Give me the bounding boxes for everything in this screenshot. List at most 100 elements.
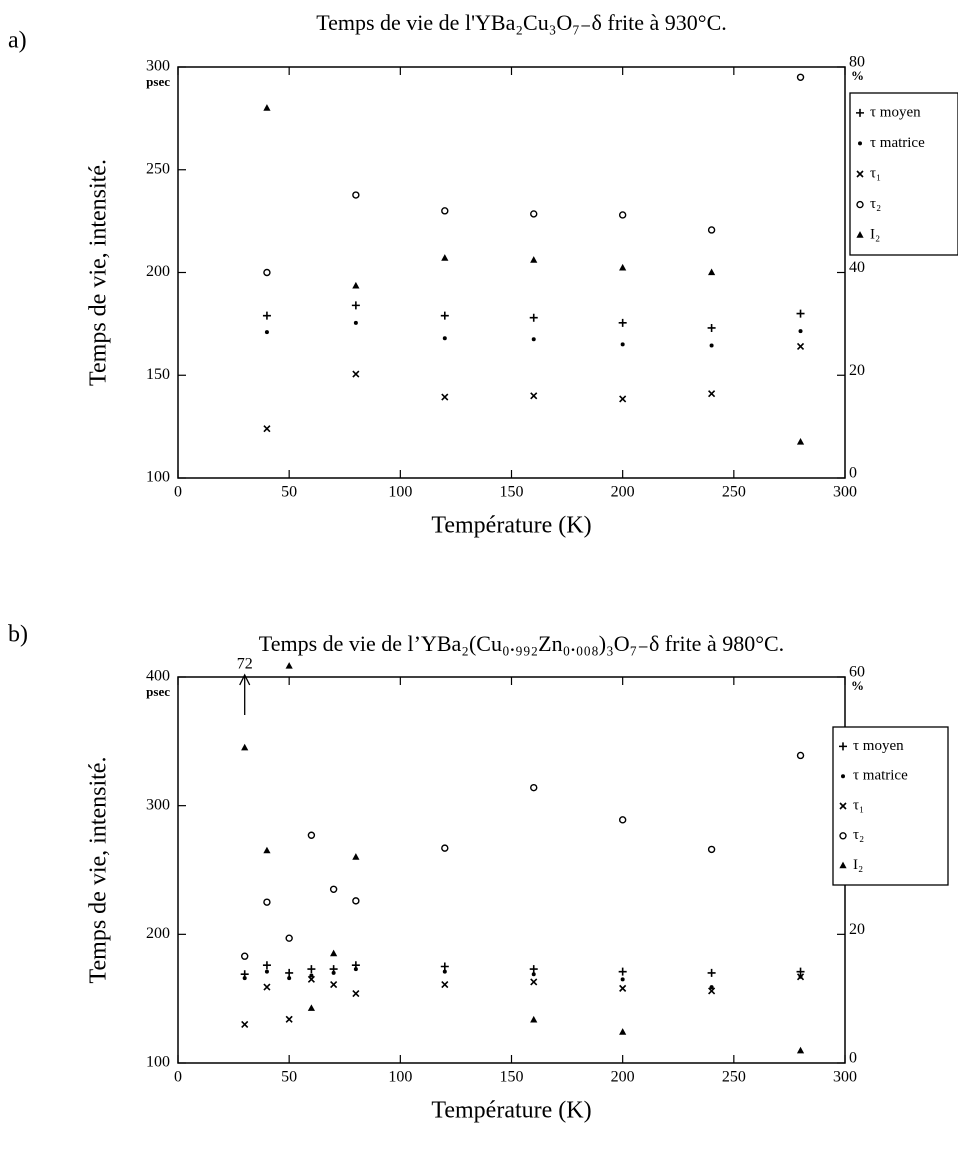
marker-plus <box>707 968 716 977</box>
legend-box <box>849 92 958 256</box>
x-tick-label: 250 <box>722 1069 746 1086</box>
marker-x <box>619 395 627 403</box>
x-tick-label: 250 <box>722 484 746 501</box>
x-tick-label: 50 <box>281 1069 297 1086</box>
marker-x <box>285 1015 293 1023</box>
marker-triangle <box>241 743 249 751</box>
marker-circle <box>618 816 627 824</box>
x-tick-label: 0 <box>174 1069 182 1086</box>
marker-circle <box>618 211 627 219</box>
y2-tick-label: 0 <box>849 1050 857 1067</box>
y-tick-label: 300 <box>146 58 170 75</box>
x-tick-label: 300 <box>833 1069 857 1086</box>
marker-circle <box>707 226 716 234</box>
marker-triangle <box>263 846 271 854</box>
x-tick-label: 150 <box>500 484 524 501</box>
marker-triangle <box>839 861 847 869</box>
marker-triangle <box>263 104 271 111</box>
annotation: 72 <box>237 656 253 673</box>
y-tick-label: 100 <box>146 469 170 486</box>
marker-x <box>619 984 627 992</box>
y2-unit: % <box>851 68 864 83</box>
marker-dot <box>264 969 269 974</box>
y-axis-label: Temps de vie, intensité. <box>86 757 112 984</box>
legend-label: τ₁ <box>870 165 881 181</box>
legend-box <box>832 726 949 886</box>
marker-dot <box>242 976 247 981</box>
marker-triangle <box>330 949 338 957</box>
marker-circle <box>352 191 360 199</box>
y-unit: psec <box>146 74 170 89</box>
marker-x <box>441 980 449 989</box>
marker-dot <box>309 973 314 978</box>
legend-label: I₂ <box>870 227 880 243</box>
marker-plus <box>796 967 805 976</box>
x-axis-label: Température (K) <box>431 513 591 539</box>
marker-triangle <box>708 268 716 276</box>
legend-label: τ matrice <box>870 135 925 151</box>
marker-circle <box>240 952 249 960</box>
marker-dot <box>442 969 447 974</box>
marker-dot <box>531 972 536 977</box>
marker-triangle <box>796 1046 805 1054</box>
marker-triangle <box>530 1015 538 1023</box>
marker-circle <box>707 845 716 854</box>
marker-dot <box>264 330 269 335</box>
y-axis-label: Temps de vie, intensité. <box>86 159 112 386</box>
x-tick-label: 150 <box>500 1069 524 1086</box>
x-tick-label: 50 <box>281 484 297 501</box>
y2-tick-label: 0 <box>849 465 857 482</box>
y-tick-label: 200 <box>146 263 170 280</box>
panel-label: a) <box>8 28 27 54</box>
marker-circle <box>856 200 864 209</box>
marker-x <box>263 425 271 433</box>
marker-dot <box>709 985 714 990</box>
marker-circle <box>307 831 316 839</box>
x-tick-label: 100 <box>388 1069 412 1086</box>
marker-circle <box>263 268 271 277</box>
marker-dot <box>287 976 292 981</box>
y2-tick-label: 20 <box>849 921 865 938</box>
marker-dot <box>620 977 625 982</box>
marker-dot <box>858 141 862 146</box>
marker-plus <box>307 965 316 974</box>
marker-x <box>796 973 805 981</box>
marker-plus <box>529 313 538 322</box>
marker-dot <box>353 320 358 325</box>
marker-x <box>856 170 864 178</box>
marker-x <box>241 1020 249 1028</box>
marker-dot <box>841 774 845 779</box>
marker-circle <box>352 897 360 905</box>
panel-label: b) <box>8 622 28 648</box>
marker-plus <box>618 318 627 327</box>
marker-x <box>796 342 805 351</box>
legend-label: τ₂ <box>853 827 864 843</box>
plot-frame <box>177 66 846 479</box>
marker-triangle <box>856 231 864 238</box>
marker-plus <box>529 965 538 974</box>
marker-x <box>708 390 716 398</box>
marker-plus <box>707 323 716 332</box>
marker-plus <box>440 311 449 320</box>
annotation-arrow <box>239 673 251 715</box>
marker-plus <box>285 968 294 977</box>
marker-plus <box>856 108 864 117</box>
y2-unit: % <box>851 678 864 693</box>
marker-plus <box>262 311 271 320</box>
y-unit: psec <box>146 684 170 699</box>
x-tick-label: 200 <box>611 1069 635 1086</box>
y-tick-label: 400 <box>146 668 170 685</box>
marker-circle <box>441 207 449 215</box>
y-tick-label: 300 <box>146 796 170 813</box>
marker-triangle <box>307 1004 315 1011</box>
marker-dot <box>353 967 358 972</box>
marker-x <box>352 989 360 998</box>
y-tick-label: 250 <box>146 160 170 177</box>
marker-x <box>441 393 449 401</box>
marker-x <box>708 987 716 995</box>
marker-triangle <box>619 1028 627 1035</box>
x-tick-label: 300 <box>833 484 857 501</box>
marker-x <box>839 802 847 810</box>
x-tick-label: 200 <box>611 484 635 501</box>
